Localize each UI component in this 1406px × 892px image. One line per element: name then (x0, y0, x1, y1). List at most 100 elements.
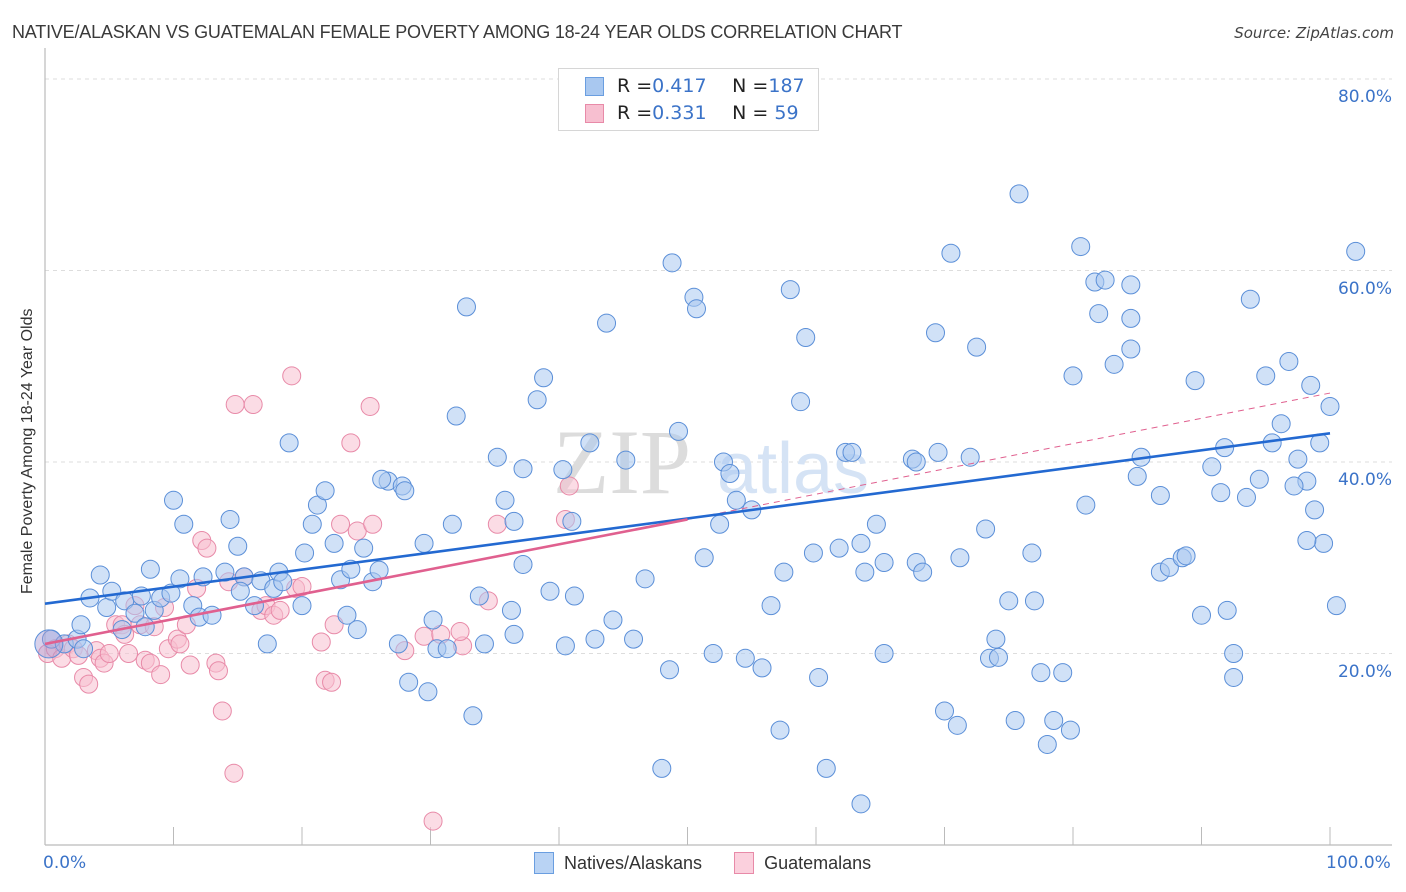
data-point-natives-alaskans (273, 572, 293, 592)
legend-n-value: 59 (768, 102, 799, 124)
data-point-natives-alaskans (456, 297, 476, 317)
data-point-natives-alaskans (1121, 275, 1141, 295)
data-point-natives-alaskans (999, 591, 1019, 611)
data-point-natives-alaskans (960, 447, 980, 467)
data-point-natives-alaskans (540, 581, 560, 601)
series-legend: Natives/Alaskans Guatemalans (534, 852, 871, 874)
data-point-natives-alaskans (791, 392, 811, 412)
data-point-natives-alaskans (752, 658, 772, 678)
data-point-natives-alaskans (174, 514, 194, 534)
data-point-natives-alaskans (652, 758, 672, 778)
data-point-natives-alaskans (1224, 644, 1244, 663)
data-point-guatemalans (341, 433, 361, 453)
data-point-natives-alaskans (279, 433, 299, 453)
data-point-natives-alaskans (928, 442, 948, 462)
data-point-natives-alaskans (527, 390, 547, 410)
data-point-natives-alaskans (874, 553, 894, 573)
data-point-natives-alaskans (616, 450, 636, 470)
data-point-natives-alaskans (842, 442, 862, 462)
data-point-natives-alaskans (170, 569, 190, 589)
data-point-guatemalans (282, 366, 302, 386)
data-point-natives-alaskans (851, 794, 871, 814)
data-point-natives-alaskans (513, 459, 533, 479)
data-point-natives-alaskans (1320, 396, 1340, 416)
data-point-guatemalans (322, 672, 342, 692)
data-point-natives-alaskans (446, 406, 466, 426)
data-point-guatemalans (208, 661, 228, 681)
legend-label-guatemalans: Guatemalans (764, 852, 872, 873)
data-point-guatemalans (270, 600, 290, 620)
data-point-natives-alaskans (694, 548, 714, 568)
data-point-natives-alaskans (97, 598, 117, 618)
data-point-natives-alaskans (220, 509, 240, 529)
data-point-natives-alaskans (487, 447, 507, 467)
data-point-natives-alaskans (302, 514, 322, 534)
data-point-natives-alaskans (1279, 351, 1299, 371)
data-point-natives-alaskans (564, 586, 584, 606)
y-tick-label: 40.0% (1337, 470, 1392, 490)
data-point-natives-alaskans (295, 543, 315, 563)
data-point-natives-alaskans (1031, 663, 1051, 683)
data-point-natives-alaskans (1150, 486, 1170, 506)
series-natives-alaskans (34, 184, 1366, 814)
data-point-natives-alaskans (534, 368, 554, 388)
data-point-natives-alaskans (597, 313, 617, 333)
data-point-guatemalans (243, 395, 263, 415)
data-point-natives-alaskans (935, 701, 954, 721)
data-point-natives-alaskans (1089, 304, 1109, 324)
data-point-natives-alaskans (1071, 237, 1091, 257)
data-point-natives-alaskans (337, 605, 357, 625)
data-point-natives-alaskans (1009, 184, 1029, 204)
data-point-natives-alaskans (442, 514, 462, 534)
data-point-natives-alaskans (1121, 339, 1141, 359)
data-point-natives-alaskans (1249, 469, 1269, 489)
legend-n-value: 187 (768, 75, 805, 97)
data-point-natives-alaskans (257, 634, 277, 654)
data-point-natives-alaskans (469, 586, 489, 606)
data-point-natives-alaskans (504, 511, 524, 531)
data-point-natives-alaskans (926, 323, 946, 343)
x-tick-label-100: 100.0% (1326, 853, 1391, 873)
data-point-natives-alaskans (1063, 366, 1083, 386)
legend-r-label: R = (617, 75, 653, 97)
data-point-natives-alaskans (414, 533, 434, 553)
data-point-natives-alaskans (1211, 483, 1231, 503)
data-point-natives-alaskans (1053, 663, 1073, 683)
data-point-natives-alaskans (463, 706, 483, 726)
data-point-guatemalans (119, 644, 139, 663)
data-point-natives-alaskans (1297, 531, 1317, 551)
legend-swatch-natives (585, 76, 604, 96)
data-point-natives-alaskans (780, 280, 800, 300)
data-point-guatemalans (487, 514, 507, 534)
data-point-natives-alaskans (635, 569, 655, 589)
legend-n-label: N = (732, 75, 769, 97)
data-point-natives-alaskans (504, 624, 524, 644)
trend-lines (44, 392, 1331, 646)
data-point-natives-alaskans (1005, 711, 1025, 731)
data-point-natives-alaskans (125, 603, 145, 623)
data-point-natives-alaskans (354, 538, 374, 558)
data-point-guatemalans (224, 763, 244, 783)
data-point-natives-alaskans (1202, 457, 1222, 477)
data-point-natives-alaskans (1185, 371, 1205, 391)
data-point-natives-alaskans (495, 490, 515, 510)
data-point-natives-alaskans (164, 490, 183, 510)
data-point-natives-alaskans (947, 715, 967, 735)
x-tick-label-0: 0.0% (43, 853, 87, 873)
data-point-natives-alaskans (1236, 487, 1256, 507)
data-point-natives-alaskans (660, 660, 680, 680)
data-point-natives-alaskans (809, 667, 829, 687)
data-point-natives-alaskans (1256, 366, 1276, 386)
data-point-guatemalans (360, 396, 380, 416)
data-point-natives-alaskans (726, 490, 746, 510)
y-axis-label: Female Poverty Among 18-24 Year Olds (19, 308, 36, 595)
data-point-guatemalans (225, 395, 245, 415)
source-label: Source: ZipAtlas.com (1234, 24, 1394, 42)
data-point-natives-alaskans (1288, 449, 1308, 469)
data-point-natives-alaskans (228, 536, 248, 556)
data-point-natives-alaskans (1284, 476, 1304, 496)
legend-label-natives: Natives/Alaskans (564, 852, 703, 873)
data-point-natives-alaskans (1271, 414, 1291, 434)
legend-n-label: N = (732, 102, 769, 124)
data-point-guatemalans (331, 514, 351, 534)
